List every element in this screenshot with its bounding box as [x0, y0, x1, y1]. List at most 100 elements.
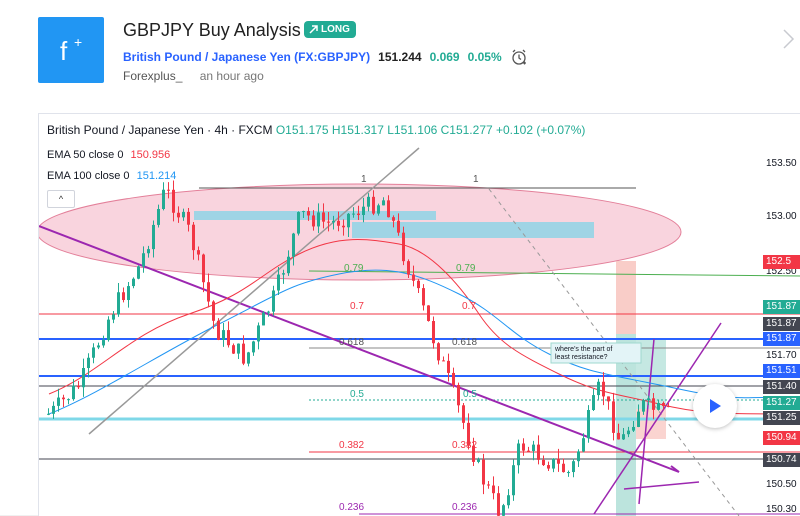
candle-body [457, 384, 460, 406]
candle-body [497, 493, 500, 516]
candle-body [57, 397, 60, 406]
candle-body [197, 250, 200, 255]
price-label: 151.51 [763, 364, 800, 378]
candle-body [192, 224, 195, 251]
candle-body [332, 220, 335, 223]
candle-body [407, 261, 410, 275]
candle-body [487, 484, 490, 486]
candle-body [647, 398, 650, 401]
candle-body [187, 211, 190, 225]
candle-body [322, 212, 325, 222]
candle-body [307, 211, 310, 216]
candle-body [592, 395, 595, 411]
candle-body [142, 253, 145, 267]
candle-body [237, 343, 240, 354]
candle-body [652, 398, 655, 410]
candle-body [612, 401, 615, 433]
candle-body [567, 472, 570, 474]
symbol-line: British Pound / Japanese Yen (FX:GBPJPY)… [123, 48, 528, 66]
collapse-legend-button[interactable]: ^ [47, 190, 75, 208]
candle-body [277, 274, 280, 291]
price-label: 151.25 [763, 411, 800, 425]
chart-area[interactable]: where's the part of least resistance? 0.… [38, 113, 800, 516]
candle-body [512, 465, 515, 496]
candle-body [47, 413, 50, 415]
candle-body [597, 381, 600, 396]
candle-body [132, 278, 135, 287]
candle-body [292, 233, 295, 257]
candle-body [467, 422, 470, 446]
candle-body [637, 411, 640, 427]
legend-symbol: British Pound / Japanese Yen · 4h · FXCM [47, 123, 273, 137]
candle-body [522, 443, 525, 451]
author-logo[interactable]: f + [38, 17, 104, 83]
price-label: 152.5 [763, 255, 800, 269]
alarm-clock-icon[interactable] [510, 48, 528, 66]
candle-body [562, 463, 565, 473]
chart-legend: British Pound / Japanese Yen · 4h · FXCM… [47, 123, 585, 137]
candle-body [217, 320, 220, 340]
candle-body [387, 200, 390, 218]
candle-body [667, 406, 670, 408]
candle-body [437, 343, 440, 361]
ema100-value: 151.214 [136, 170, 177, 182]
fib-label-1-r: 1 [473, 174, 479, 185]
candle-body [557, 458, 560, 464]
purple-wedge-top [593, 322, 722, 515]
candle-body [227, 330, 230, 346]
candle-body [357, 213, 360, 216]
price-label: 150.74 [763, 453, 800, 467]
fib-label-079: 0.79 [344, 263, 364, 274]
chevron-right-icon[interactable] [782, 28, 796, 50]
candle-body [92, 347, 95, 358]
candle-body [632, 426, 635, 431]
candle-body [177, 212, 180, 218]
fib-label-05: 0.5 [350, 389, 364, 400]
candle-body [347, 213, 350, 228]
candle-body [657, 402, 660, 410]
candle-body [242, 343, 245, 364]
candle-body [432, 321, 435, 344]
candle-body [182, 211, 185, 218]
candle-body [547, 465, 550, 469]
price-label: 151.87 [763, 300, 800, 314]
candle-body [52, 405, 55, 414]
candle-body [352, 213, 355, 215]
ema50-legend: EMA 50 close 0 150.956 [47, 149, 170, 161]
candle-body [102, 340, 105, 346]
candle-body [207, 282, 210, 302]
ema50-label: EMA 50 close 0 [47, 149, 124, 161]
candle-body [297, 212, 300, 234]
candle-body [87, 357, 90, 369]
candle-body [642, 400, 645, 412]
price-label: 151.87 [763, 332, 800, 346]
candle-body [107, 319, 110, 341]
candle-body [382, 200, 385, 206]
candle-body [422, 288, 425, 306]
candle-body [397, 220, 400, 233]
symbol-link[interactable]: British Pound / Japanese Yen (FX:GBPJPY) [123, 50, 371, 64]
candle-body [167, 189, 170, 191]
symbol-change: 0.069 [429, 50, 460, 64]
fib-label-0382: 0.382 [339, 440, 365, 451]
candle-body [552, 458, 555, 469]
candle-body [607, 396, 610, 402]
play-button[interactable] [693, 384, 737, 428]
candle-body [72, 385, 75, 400]
candle-body [427, 305, 430, 322]
price-tick: 150.50 [766, 479, 797, 490]
purple-wedge-bottom [623, 481, 700, 490]
candle-body [302, 211, 305, 213]
candle-body [452, 372, 455, 385]
candle-body [62, 397, 65, 400]
candle-body [157, 209, 160, 225]
position-stop-zone [616, 261, 636, 334]
candle-body [417, 280, 420, 289]
play-icon [710, 399, 721, 413]
author-name[interactable]: Forexplus_ [123, 69, 183, 83]
candle-body [202, 254, 205, 283]
candle-body [257, 325, 260, 342]
fib-label-1: 1 [361, 174, 367, 185]
candle-body [342, 225, 345, 228]
fib-label-079-r: 0.79 [456, 263, 476, 274]
